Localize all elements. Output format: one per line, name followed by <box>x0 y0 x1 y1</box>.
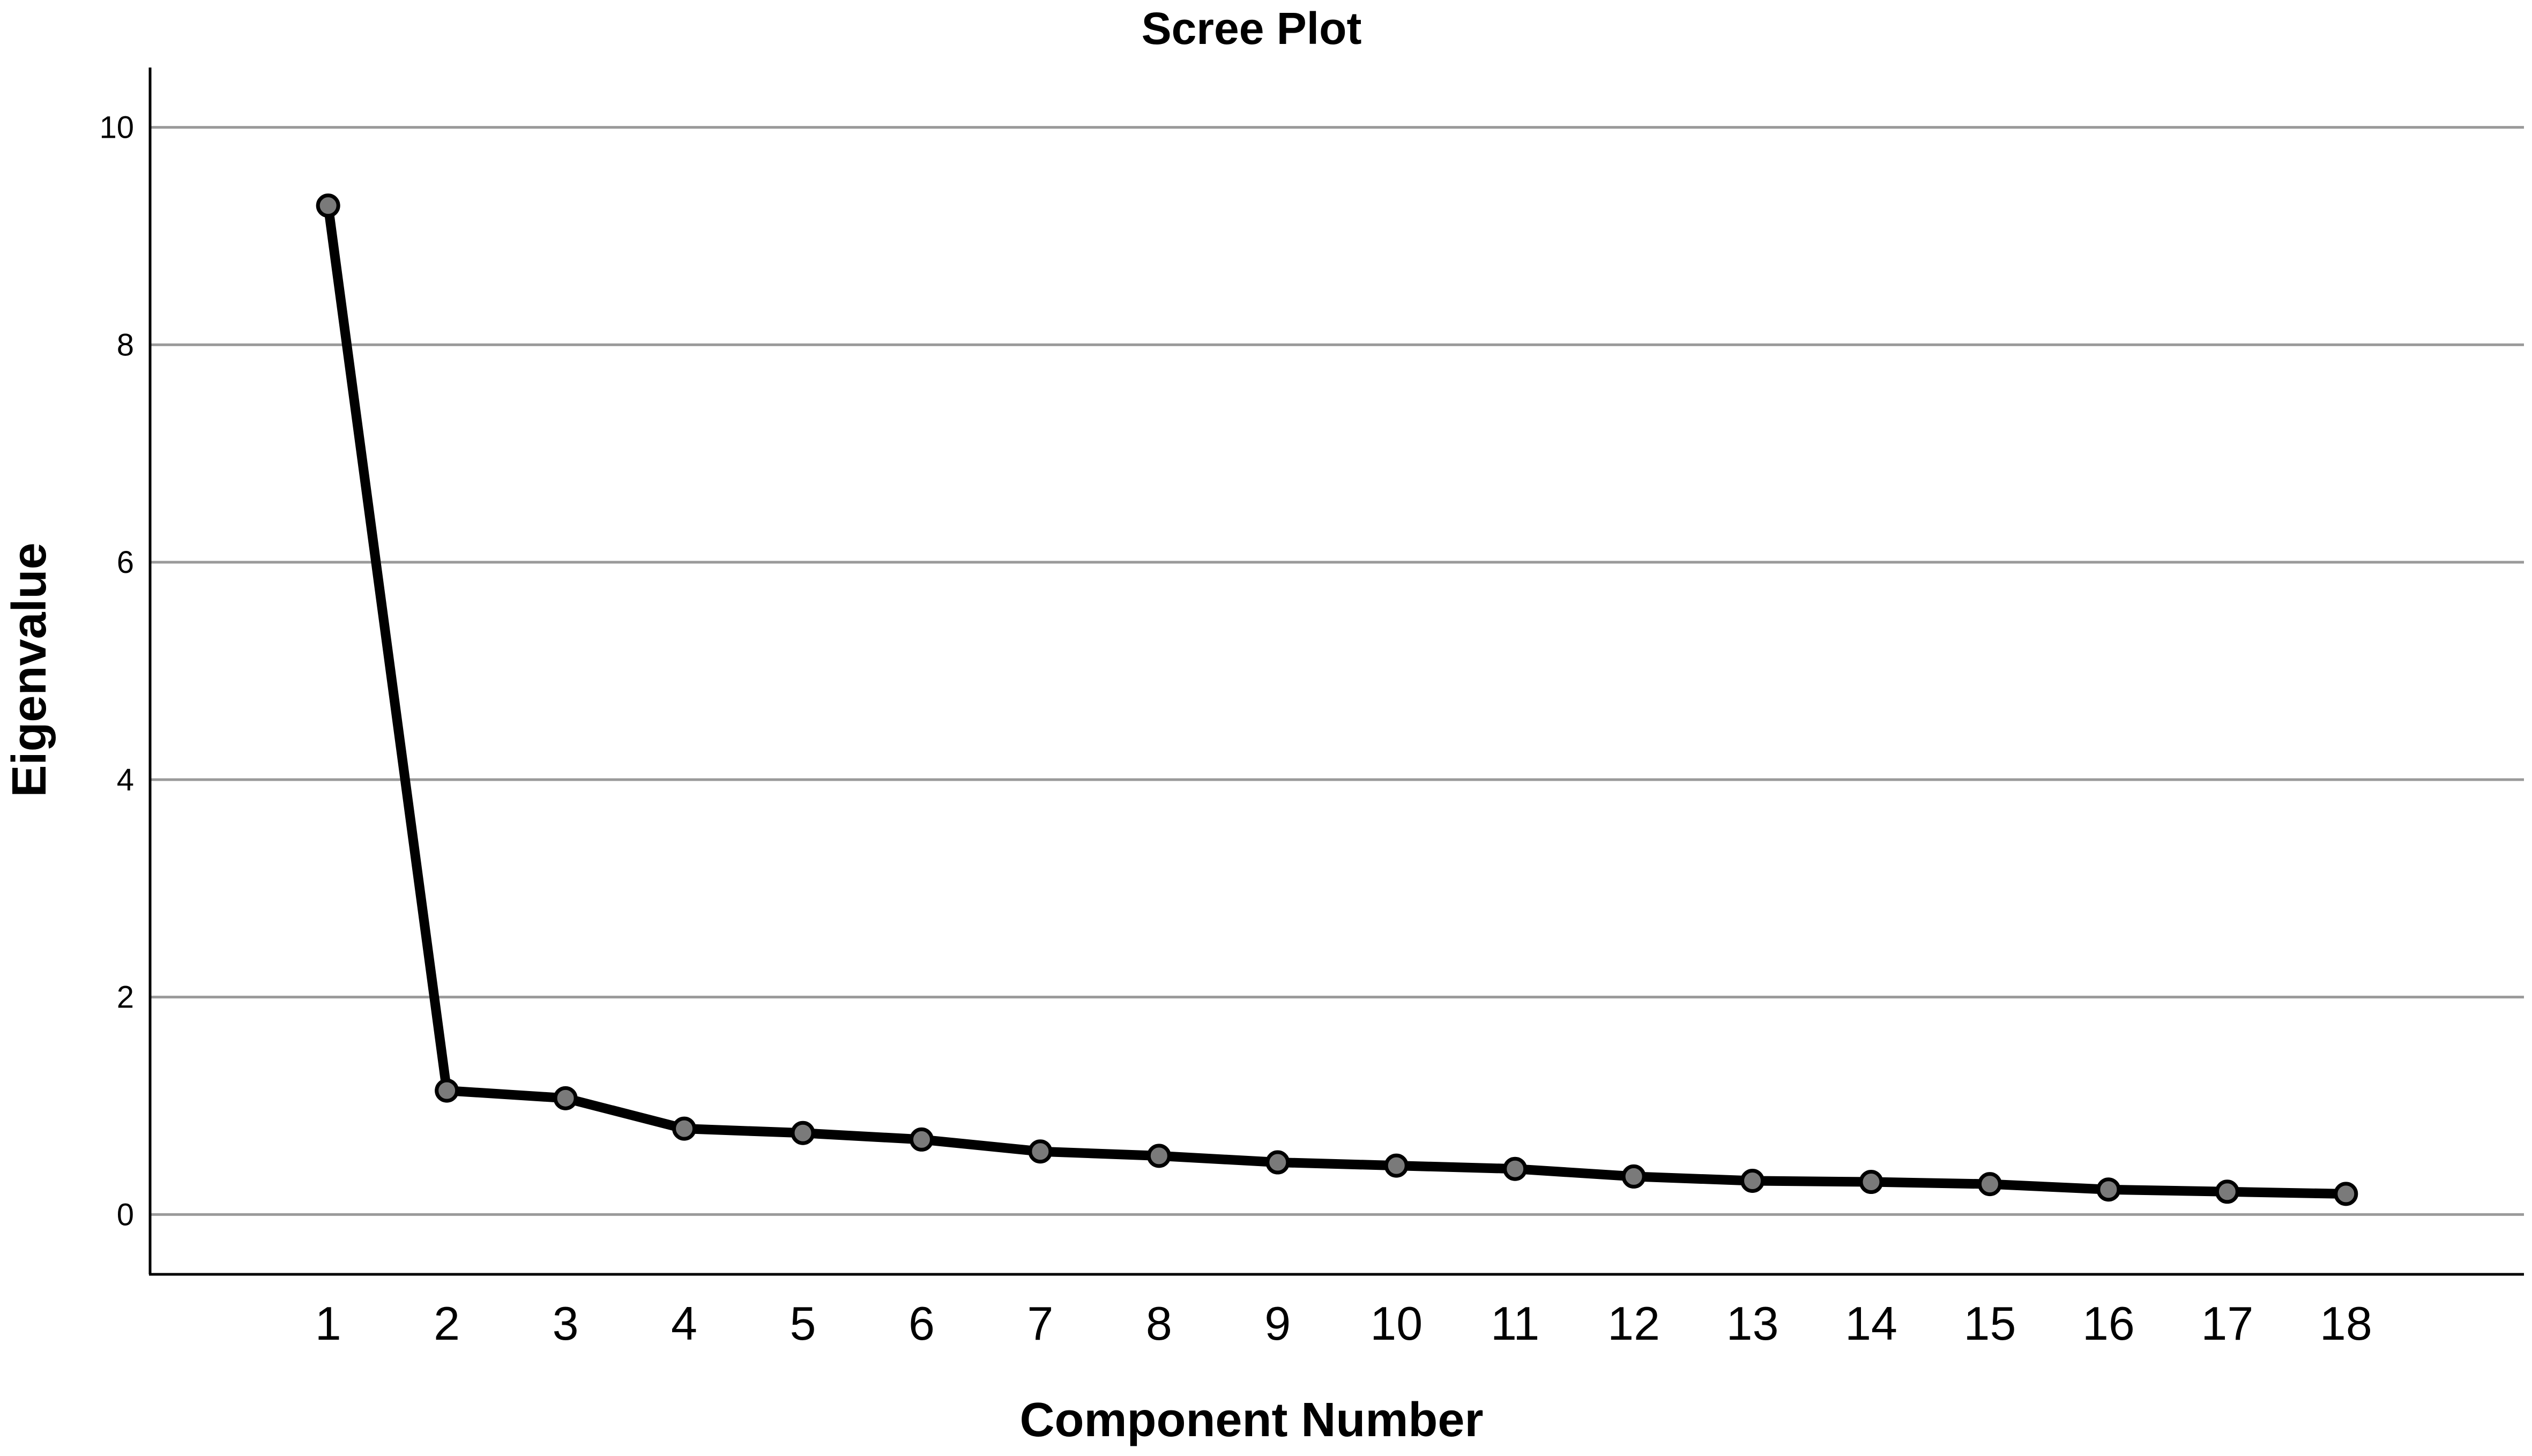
y-tick-label: 2 <box>117 980 134 1015</box>
y-tick-label: 0 <box>117 1197 134 1232</box>
x-tick-label: 16 <box>2082 1297 2135 1350</box>
x-tick-label: 1 <box>315 1297 341 1350</box>
y-tick-labels: 0 2 4 6 8 10 <box>99 110 134 1233</box>
x-tick-label: 15 <box>1964 1297 2016 1350</box>
data-point <box>1146 1144 1171 1168</box>
data-point <box>316 193 340 218</box>
x-tick-label: 8 <box>1146 1297 1172 1350</box>
x-axis-label: Component Number <box>1020 1393 1484 1447</box>
y-tick-label: 10 <box>99 110 134 145</box>
y-tick-label: 8 <box>117 327 134 362</box>
data-point <box>1384 1153 1409 1178</box>
data-point <box>1028 1139 1053 1164</box>
x-tick-label: 5 <box>790 1297 816 1350</box>
x-tick-label: 2 <box>434 1297 460 1350</box>
x-tick-label: 7 <box>1027 1297 1053 1350</box>
data-points <box>316 193 2358 1206</box>
x-tick-label: 12 <box>1607 1297 1660 1350</box>
x-tick-label: 14 <box>1845 1297 1897 1350</box>
x-tick-label: 13 <box>1726 1297 1779 1350</box>
y-tick-label: 6 <box>117 545 134 580</box>
data-point <box>1740 1169 1765 1193</box>
data-point <box>2215 1179 2239 1204</box>
data-point <box>791 1121 815 1145</box>
x-tick-label: 3 <box>553 1297 579 1350</box>
y-axis-label: Eigenvalue <box>3 542 56 797</box>
data-point <box>1859 1170 1883 1194</box>
x-tick-label: 6 <box>908 1297 935 1350</box>
y-tick-label: 4 <box>117 763 134 797</box>
data-point <box>435 1078 459 1103</box>
data-point <box>2096 1177 2121 1202</box>
data-point <box>909 1127 934 1152</box>
gridlines <box>150 126 2524 1216</box>
x-tick-label: 17 <box>2201 1297 2253 1350</box>
data-point <box>553 1086 578 1110</box>
data-point <box>2334 1182 2358 1206</box>
eigenvalue-series-line <box>323 200 2351 1199</box>
chart-title: Scree Plot <box>1142 3 1362 54</box>
data-point <box>672 1116 697 1141</box>
data-point <box>1977 1172 2002 1197</box>
x-tick-label: 11 <box>1491 1297 1539 1350</box>
x-tick-label: 4 <box>671 1297 697 1350</box>
x-tick-label: 18 <box>2320 1297 2372 1350</box>
data-point <box>1503 1156 1528 1181</box>
x-tick-label: 10 <box>1370 1297 1423 1350</box>
data-point <box>1621 1164 1646 1189</box>
data-point <box>1265 1150 1290 1175</box>
x-tick-labels: 1 2 3 4 5 6 7 8 9 10 11 12 13 14 15 16 17 18 <box>315 1297 2372 1350</box>
x-tick-label: 9 <box>1264 1297 1291 1350</box>
